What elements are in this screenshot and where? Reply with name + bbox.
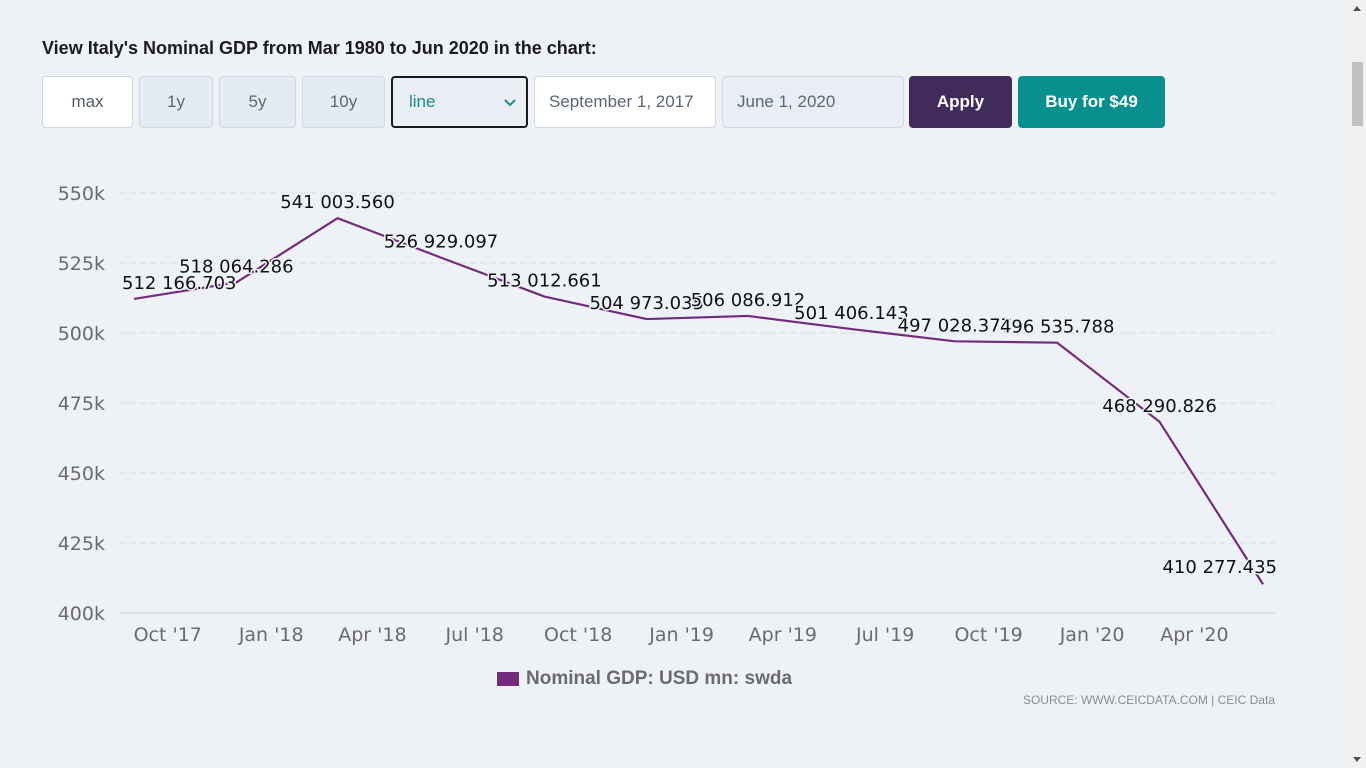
data-label: 410 277.435 [1162,557,1277,578]
x-tick-label: Jul '19 [855,624,914,646]
x-tick-label: Jul '18 [445,624,504,646]
x-tick-label: Apr '18 [338,624,406,646]
gdp-line-chart: 400k 425k 450k 475k 500k 525k 550k Oct '17 Jan '… [58,183,1279,646]
x-tick-label: Apr '19 [749,624,817,646]
chevron-down-icon [504,99,516,107]
data-label: 526 929.097 [384,232,499,253]
chart-type-value: line [409,92,436,111]
scroll-down-icon[interactable] [1353,757,1361,762]
data-label: 518 064.286 [179,256,294,277]
data-label: 541 003.560 [280,192,395,213]
data-label: 504 973.035 [590,293,705,314]
y-tick-label: 525k [58,253,105,275]
x-tick-label: Jan '20 [1059,624,1125,646]
data-label: 512 166.703 [122,273,237,294]
data-label: 513 012.661 [487,271,602,292]
page-scrollbar[interactable] [1349,0,1366,768]
x-tick-label: Apr '20 [1160,624,1228,646]
range-10y-button[interactable]: 10y [302,76,385,128]
series-line [133,217,1264,585]
x-tick-label: Jan '18 [238,624,304,646]
data-label: 468 290.826 [1102,396,1217,417]
chart-type-select[interactable]: line [391,76,528,128]
x-tick-label: Oct '18 [544,624,612,646]
y-tick-label: 450k [58,463,105,485]
page-title: View Italy's Nominal GDP from Mar 1980 t… [42,38,597,58]
data-label: 496 535.788 [1000,317,1115,338]
y-tick-label: 425k [58,533,105,555]
data-label: 497 028.377 [898,315,1013,336]
source-credit: SOURCE: WWW.CEICDATA.COM | CEIC Data [1022,693,1275,707]
y-tick-label: 475k [58,393,105,415]
data-label: 501 406.143 [794,303,909,324]
data-label: 506 086.912 [691,290,806,311]
chart-legend[interactable]: Nominal GDP: USD mn: swda [497,668,792,690]
buy-button[interactable]: Buy for $49 [1018,76,1165,128]
legend-label: Nominal GDP: USD mn: swda [526,668,793,689]
y-tick-label: 550k [58,183,105,205]
from-date-input[interactable]: September 1, 2017 [534,76,716,128]
x-tick-label: Oct '19 [954,624,1022,646]
range-1y-button[interactable]: 1y [139,76,213,128]
legend-swatch [497,672,519,686]
y-tick-label: 400k [58,603,105,625]
apply-button[interactable]: Apply [909,76,1012,128]
scroll-up-icon[interactable] [1353,6,1361,11]
to-date-input[interactable]: June 1, 2020 [722,76,904,128]
range-max-button[interactable]: max [42,76,133,128]
scroll-thumb[interactable] [1352,62,1363,126]
x-tick-label: Jan '19 [648,624,714,646]
range-5y-button[interactable]: 5y [219,76,296,128]
x-tick-label: Oct '17 [134,624,202,646]
y-tick-label: 500k [58,323,105,345]
